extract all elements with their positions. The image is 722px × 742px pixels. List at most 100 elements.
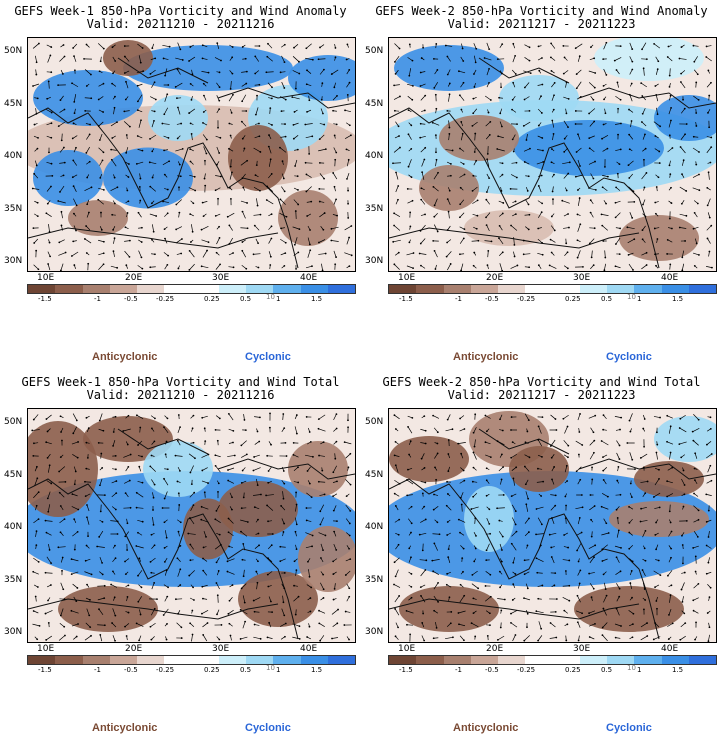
wind-arrow-head bbox=[588, 147, 591, 150]
wind-arrow-head bbox=[697, 509, 700, 512]
wind-arrow bbox=[318, 610, 326, 614]
wind-arrow-head bbox=[228, 243, 231, 245]
wind-arrow-head bbox=[270, 225, 273, 228]
wind-arrow-head bbox=[188, 60, 190, 62]
wind-arrow-head bbox=[127, 584, 130, 587]
wind-arrow-head bbox=[152, 230, 155, 233]
wind-arrow-head bbox=[311, 135, 314, 138]
wind-arrow-head bbox=[333, 86, 336, 89]
wind-arrow bbox=[629, 56, 633, 62]
colorbar-tick-label: 0.25 bbox=[204, 666, 220, 674]
wind-arrow-head bbox=[422, 46, 425, 49]
wind-arrow-head bbox=[48, 151, 50, 154]
wind-arrow-head bbox=[631, 68, 634, 71]
wind-arrow bbox=[512, 55, 516, 63]
wind-arrow-head bbox=[268, 426, 271, 429]
wind-arrow-head bbox=[96, 545, 99, 548]
wind-arrow-head bbox=[122, 430, 125, 432]
vorticity-region bbox=[123, 45, 293, 91]
wind-arrow-head bbox=[522, 253, 525, 256]
wind-arrow bbox=[680, 134, 686, 140]
wind-arrow bbox=[679, 58, 687, 60]
wind-arrow-head bbox=[484, 441, 487, 444]
wind-arrow-head bbox=[86, 516, 88, 519]
wind-arrow-head bbox=[116, 121, 118, 124]
colorbar-tick-label: -1 bbox=[94, 295, 101, 303]
wind-arrow-head bbox=[45, 639, 48, 641]
wind-arrow-head bbox=[631, 216, 634, 219]
wind-arrow-head bbox=[308, 431, 311, 433]
wind-arrow-head bbox=[138, 186, 141, 188]
wind-arrow bbox=[653, 43, 661, 49]
wind-arrow-head bbox=[73, 100, 76, 103]
wind-arrow-head bbox=[450, 611, 453, 613]
wind-arrow-head bbox=[116, 186, 119, 189]
wind-arrow bbox=[499, 543, 503, 551]
wind-arrow-head bbox=[233, 454, 236, 457]
wind-arrow bbox=[563, 96, 569, 100]
wind-arrow-head bbox=[501, 212, 504, 215]
wind-arrow-head bbox=[270, 237, 273, 240]
wind-arrow-head bbox=[684, 622, 687, 625]
wind-arrow-head bbox=[281, 160, 284, 163]
wind-arrow-head bbox=[164, 237, 166, 240]
wind-arrow-head bbox=[510, 542, 513, 545]
wind-arrow bbox=[151, 120, 155, 128]
wind-arrow bbox=[61, 211, 63, 219]
wind-arrow-head bbox=[472, 431, 475, 434]
wind-arrow-head bbox=[36, 477, 39, 480]
wind-arrow bbox=[694, 453, 698, 459]
wind-arrow-head bbox=[348, 265, 351, 268]
wind-arrow bbox=[137, 596, 143, 602]
wind-arrow bbox=[589, 583, 595, 589]
wind-arrow-head bbox=[447, 453, 450, 455]
wind-arrow-head bbox=[410, 531, 412, 534]
vorticity-region bbox=[499, 75, 579, 121]
wind-arrow-head bbox=[574, 175, 577, 178]
wind-arrow-head bbox=[152, 509, 154, 511]
wind-arrow bbox=[111, 159, 117, 167]
wind-arrow bbox=[641, 264, 647, 270]
wind-arrow-head bbox=[219, 543, 222, 546]
panel-title: GEFS Week-2 850-hPa Vorticity and Wind T… bbox=[382, 375, 701, 389]
wind-arrow-head bbox=[654, 253, 656, 256]
wind-arrow-head bbox=[163, 426, 165, 429]
wind-arrow bbox=[293, 135, 299, 139]
wind-arrow-head bbox=[615, 243, 617, 245]
wind-arrow bbox=[536, 506, 544, 510]
wind-arrow bbox=[395, 569, 399, 577]
wind-arrow-head bbox=[232, 429, 235, 432]
wind-arrow-head bbox=[408, 43, 411, 46]
wind-arrow-head bbox=[576, 594, 579, 597]
wind-arrow-head bbox=[297, 203, 300, 206]
wind-arrow bbox=[486, 159, 490, 167]
wind-arrow-head bbox=[98, 419, 101, 422]
wind-arrow bbox=[589, 556, 595, 564]
wind-arrow-head bbox=[707, 69, 710, 72]
colorbar-swatch bbox=[218, 285, 246, 293]
wind-arrow-head bbox=[345, 495, 348, 498]
wind-arrow-head bbox=[434, 268, 437, 270]
wind-arrow-head bbox=[536, 571, 539, 574]
wind-arrow bbox=[71, 610, 79, 614]
wind-arrow bbox=[577, 622, 581, 628]
colorbar-tick-label: -1 bbox=[455, 666, 462, 674]
wind-arrow-head bbox=[253, 623, 256, 626]
wind-arrow-head bbox=[394, 505, 397, 507]
wind-arrow-head bbox=[162, 614, 165, 616]
wind-arrow-head bbox=[419, 229, 422, 232]
wind-arrow-head bbox=[293, 243, 296, 246]
wind-arrow-head bbox=[394, 60, 396, 63]
wind-arrow bbox=[72, 413, 78, 421]
wind-arrow-head bbox=[619, 428, 621, 431]
wind-arrow bbox=[240, 200, 248, 204]
wind-arrow-head bbox=[474, 413, 477, 416]
wind-arrow-head bbox=[218, 237, 221, 239]
wind-arrow-head bbox=[458, 623, 460, 626]
wind-arrow-head bbox=[126, 549, 129, 551]
wind-arrow-head bbox=[574, 110, 577, 112]
wind-arrow-head bbox=[605, 202, 607, 205]
wind-arrow bbox=[345, 570, 351, 576]
wind-arrow bbox=[215, 454, 221, 458]
wind-arrow bbox=[550, 414, 556, 420]
